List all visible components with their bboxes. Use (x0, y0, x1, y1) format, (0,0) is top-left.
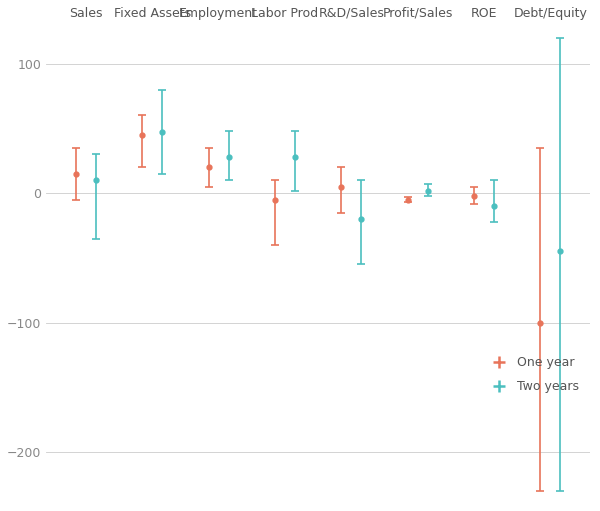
Legend: One year, Two years: One year, Two years (482, 351, 584, 398)
